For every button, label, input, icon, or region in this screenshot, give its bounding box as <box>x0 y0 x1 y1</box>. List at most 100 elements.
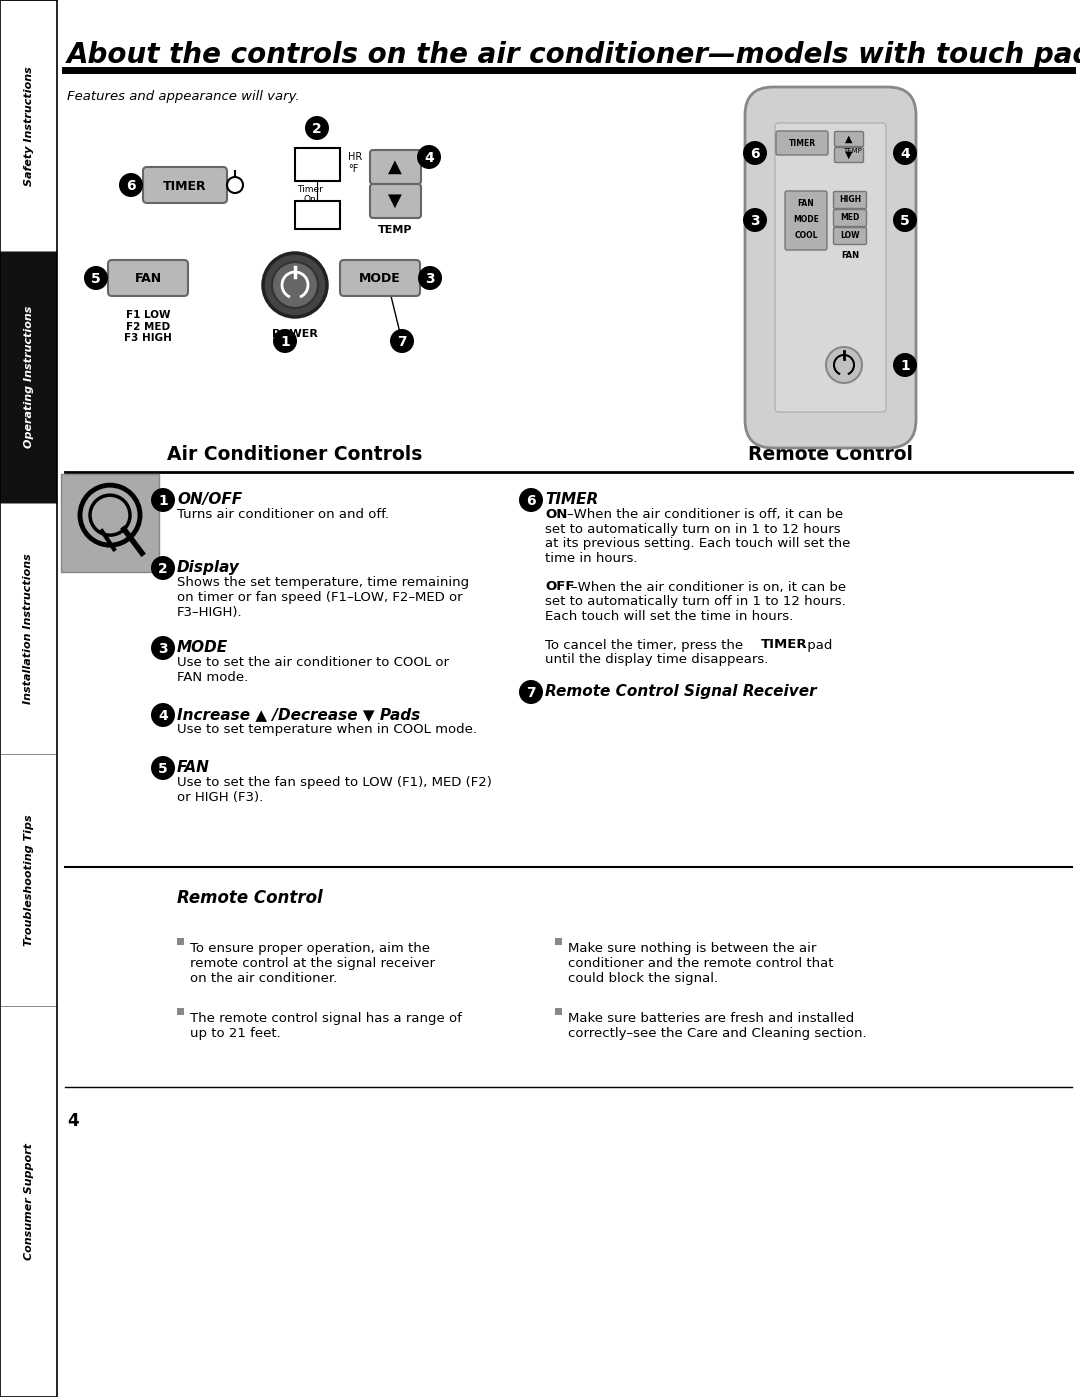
Circle shape <box>390 330 414 353</box>
FancyBboxPatch shape <box>835 131 864 147</box>
Text: 6: 6 <box>526 493 536 507</box>
Text: Display: Display <box>177 560 240 576</box>
FancyBboxPatch shape <box>777 131 828 155</box>
Text: 7: 7 <box>397 335 407 349</box>
Text: MODE: MODE <box>360 272 401 285</box>
Circle shape <box>743 141 767 165</box>
Bar <box>0 503 57 754</box>
Text: To cancel the timer, press the: To cancel the timer, press the <box>545 638 747 651</box>
Text: time in hours.: time in hours. <box>545 552 637 564</box>
Bar <box>555 937 562 944</box>
Text: HR: HR <box>348 152 362 162</box>
Circle shape <box>272 263 318 307</box>
Text: set to automatically turn off in 1 to 12 hours.: set to automatically turn off in 1 to 12… <box>545 595 846 608</box>
Text: TEMP: TEMP <box>842 148 862 154</box>
Text: 4: 4 <box>67 1112 79 1130</box>
Text: Operating Instructions: Operating Instructions <box>24 306 33 448</box>
Text: Air Conditioner Controls: Air Conditioner Controls <box>167 446 422 464</box>
Circle shape <box>151 636 175 659</box>
Bar <box>0 1006 57 1397</box>
Text: Shows the set temperature, time remaining
on timer or fan speed (F1–LOW, F2–MED : Shows the set temperature, time remainin… <box>177 576 469 619</box>
Text: FAN: FAN <box>841 250 859 260</box>
Text: Installation Instructions: Installation Instructions <box>24 553 33 704</box>
Circle shape <box>893 353 917 377</box>
FancyBboxPatch shape <box>775 123 886 412</box>
Text: ▼: ▼ <box>846 149 853 161</box>
Text: Make sure nothing is between the air
conditioner and the remote control that
cou: Make sure nothing is between the air con… <box>568 942 834 985</box>
Bar <box>177 1009 184 1016</box>
Text: 6: 6 <box>751 147 760 161</box>
Text: MODE: MODE <box>177 640 228 655</box>
FancyBboxPatch shape <box>108 260 188 296</box>
Bar <box>0 0 57 251</box>
Text: Consumer Support: Consumer Support <box>24 1143 33 1260</box>
Circle shape <box>743 208 767 232</box>
Text: ON: ON <box>545 509 567 521</box>
Circle shape <box>893 208 917 232</box>
Bar <box>0 754 57 1006</box>
Text: Safety Instructions: Safety Instructions <box>24 66 33 186</box>
Text: Timer: Timer <box>297 184 323 194</box>
Circle shape <box>119 173 143 197</box>
FancyBboxPatch shape <box>785 191 827 250</box>
Text: 1: 1 <box>280 335 289 349</box>
Circle shape <box>151 556 175 580</box>
Text: ON/OFF: ON/OFF <box>177 492 242 507</box>
Bar <box>0 251 57 503</box>
Circle shape <box>84 265 108 291</box>
Text: MED: MED <box>840 214 860 222</box>
Text: TIMER: TIMER <box>163 179 206 193</box>
Text: To ensure proper operation, aim the
remote control at the signal receiver
on the: To ensure proper operation, aim the remo… <box>190 942 435 985</box>
Circle shape <box>417 145 441 169</box>
Bar <box>177 937 184 944</box>
Circle shape <box>151 488 175 511</box>
Bar <box>295 148 340 182</box>
Text: FAN: FAN <box>798 198 814 208</box>
FancyBboxPatch shape <box>370 149 421 184</box>
Text: 7: 7 <box>526 686 536 700</box>
Text: 5: 5 <box>91 272 100 286</box>
Text: COOL: COOL <box>794 231 818 239</box>
Text: pad: pad <box>804 638 833 651</box>
Text: ▲: ▲ <box>846 134 853 144</box>
Text: MODE: MODE <box>793 215 819 224</box>
Circle shape <box>151 703 175 726</box>
Text: ▼: ▼ <box>388 191 402 210</box>
Circle shape <box>893 141 917 165</box>
Text: POWER: POWER <box>272 330 318 339</box>
Text: Use to set temperature when in COOL mode.: Use to set temperature when in COOL mode… <box>177 724 477 736</box>
Text: Use to set the air conditioner to COOL or
FAN mode.: Use to set the air conditioner to COOL o… <box>177 657 449 685</box>
Circle shape <box>826 346 862 383</box>
Text: 1: 1 <box>158 493 167 507</box>
Text: HIGH: HIGH <box>839 196 861 204</box>
Bar <box>555 1009 562 1016</box>
Bar <box>0 0 57 1397</box>
Circle shape <box>418 265 442 291</box>
Circle shape <box>273 330 297 353</box>
Text: FAN: FAN <box>134 272 162 285</box>
Text: TIMER: TIMER <box>545 492 598 507</box>
Text: The remote control signal has a range of
up to 21 feet.: The remote control signal has a range of… <box>190 1011 462 1039</box>
Text: set to automatically turn on in 1 to 12 hours: set to automatically turn on in 1 to 12 … <box>545 522 840 535</box>
Text: 4: 4 <box>900 147 909 161</box>
Text: Remote Control Signal Receiver: Remote Control Signal Receiver <box>545 685 816 698</box>
Text: 2: 2 <box>158 562 167 576</box>
Text: 3: 3 <box>426 272 435 286</box>
Text: 2: 2 <box>312 122 322 136</box>
Circle shape <box>151 756 175 780</box>
Text: 4: 4 <box>158 708 167 722</box>
Text: Turns air conditioner on and off.: Turns air conditioner on and off. <box>177 509 389 521</box>
Text: Make sure batteries are fresh and installed
correctly–see the Care and Cleaning : Make sure batteries are fresh and instal… <box>568 1011 866 1039</box>
Bar <box>295 201 340 229</box>
Text: Features and appearance will vary.: Features and appearance will vary. <box>67 89 300 103</box>
FancyBboxPatch shape <box>835 148 864 162</box>
FancyBboxPatch shape <box>834 191 866 208</box>
Text: TEMP: TEMP <box>378 225 413 235</box>
Text: Remote Control: Remote Control <box>177 888 323 907</box>
Text: 1: 1 <box>900 359 909 373</box>
Text: at its previous setting. Each touch will set the: at its previous setting. Each touch will… <box>545 536 850 550</box>
Text: 3: 3 <box>751 214 760 228</box>
Text: –When the air conditioner is off, it can be: –When the air conditioner is off, it can… <box>567 509 843 521</box>
Text: ▲: ▲ <box>388 158 402 176</box>
Text: 5: 5 <box>900 214 909 228</box>
